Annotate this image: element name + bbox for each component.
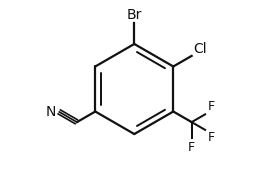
Text: N: N	[46, 104, 56, 119]
Text: F: F	[208, 100, 215, 113]
Text: F: F	[208, 132, 215, 145]
Text: F: F	[188, 141, 195, 154]
Text: Br: Br	[127, 8, 142, 22]
Text: Cl: Cl	[193, 41, 206, 56]
